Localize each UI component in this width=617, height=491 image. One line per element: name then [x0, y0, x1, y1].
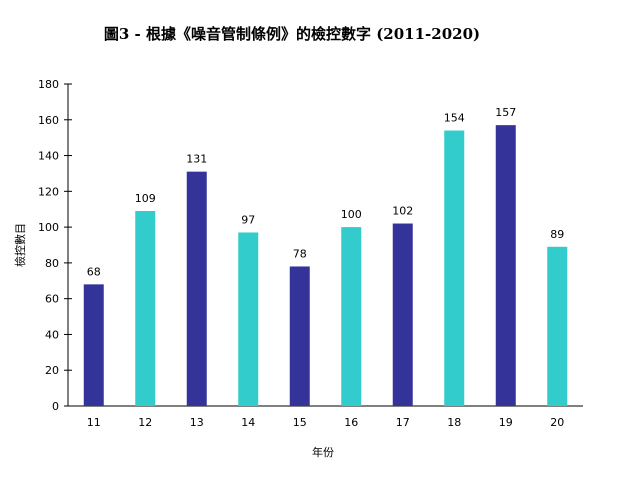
x-tick-label: 18	[447, 416, 461, 429]
bar	[289, 266, 310, 406]
x-tick-label: 14	[241, 416, 255, 429]
y-tick-label: 160	[38, 114, 59, 127]
x-tick-label: 13	[190, 416, 204, 429]
x-tick-label: 16	[344, 416, 358, 429]
x-tick-label: 20	[550, 416, 564, 429]
bar	[341, 227, 362, 406]
x-axis-label: 年份	[312, 445, 334, 459]
bar	[444, 130, 465, 406]
y-axis-label: 檢控數目	[13, 223, 27, 267]
bar	[547, 246, 568, 406]
chart-title: 圖3 - 根據《噪音管制條例》的檢控數字 (2011-2020)	[104, 25, 480, 43]
data-label: 78	[293, 247, 307, 260]
y-tick-label: 40	[45, 328, 59, 341]
y-tick-label: 20	[45, 364, 59, 377]
bar	[83, 284, 104, 406]
bar	[135, 211, 156, 406]
data-label: 154	[444, 112, 465, 125]
x-tick-label: 11	[87, 416, 101, 429]
x-tick-label: 15	[293, 416, 307, 429]
data-label: 97	[241, 213, 255, 226]
x-tick-label: 19	[499, 416, 513, 429]
data-label: 89	[550, 228, 564, 241]
bar	[186, 171, 207, 406]
data-label: 68	[87, 265, 101, 278]
data-label: 100	[341, 208, 362, 221]
y-tick-label: 180	[38, 78, 59, 91]
bar	[495, 125, 516, 407]
y-tick-label: 80	[45, 257, 59, 270]
data-label: 109	[135, 192, 156, 205]
data-label: 102	[392, 205, 413, 218]
data-label: 157	[495, 106, 516, 119]
y-tick-label: 60	[45, 293, 59, 306]
x-tick-label: 12	[138, 416, 152, 429]
y-tick-label: 120	[38, 185, 59, 198]
data-label: 131	[186, 153, 207, 166]
y-tick-label: 0	[52, 400, 59, 413]
y-tick-label: 100	[38, 221, 59, 234]
y-tick-label: 140	[38, 150, 59, 163]
bar	[392, 223, 413, 406]
x-tick-label: 17	[396, 416, 410, 429]
bar	[238, 232, 259, 406]
